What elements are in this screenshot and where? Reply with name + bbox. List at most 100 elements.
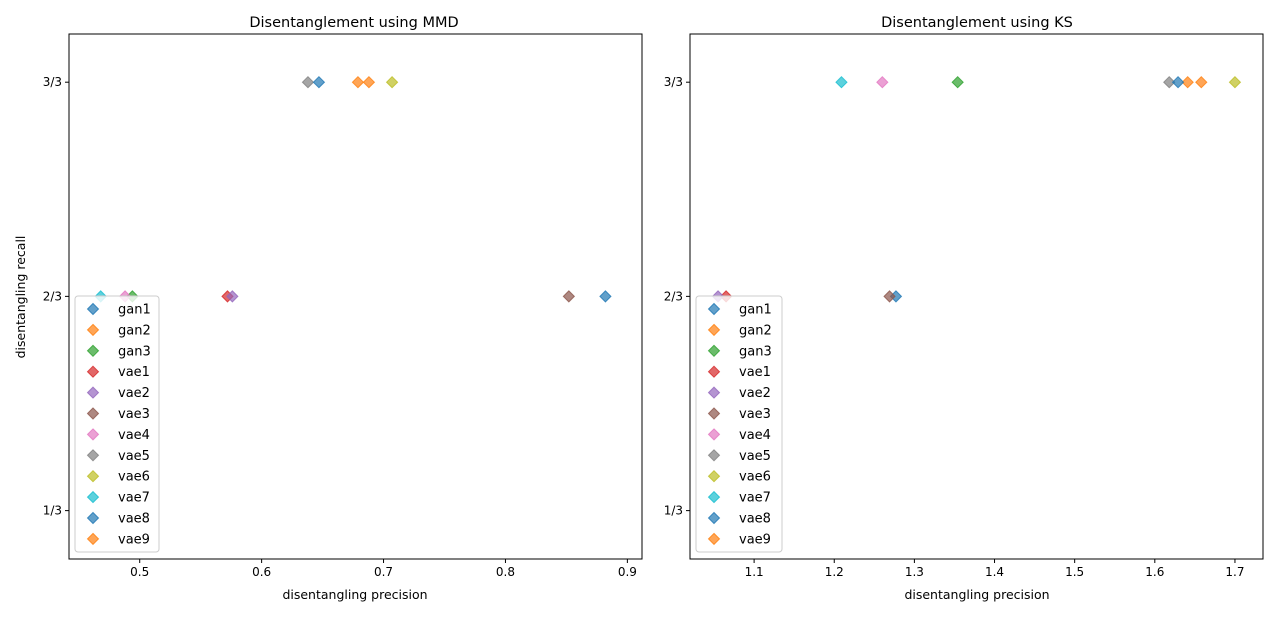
ks-legend-marker-vae4 <box>707 428 721 441</box>
mmd-point-gan1 <box>599 290 612 303</box>
mmd-point-gan2 <box>351 75 365 89</box>
ks-point-vae3 <box>883 290 896 303</box>
ks-legend-marker-vae5 <box>707 449 721 462</box>
mmd-y-tick-label: 2/3 <box>43 289 62 303</box>
mmd-x-tick-label: 0.8 <box>496 565 515 579</box>
mmd-legend-label-gan2: gan2 <box>118 323 151 338</box>
ks-point-vae7 <box>835 75 848 89</box>
mmd-x-tick-label: 0.9 <box>618 565 637 579</box>
mmd-legend-marker-gan1 <box>86 302 100 316</box>
mmd-legend-label-vae1: vae1 <box>118 365 150 380</box>
mmd-legend-label-vae8: vae8 <box>118 512 150 527</box>
ks-legend-label-vae9: vae9 <box>739 532 771 547</box>
mmd-legend-label-vae6: vae6 <box>118 470 150 485</box>
ks-legend-marker-vae7 <box>707 490 721 504</box>
mmd-legend-box <box>74 295 160 553</box>
ks-x-tick-label: 1.7 <box>1225 565 1244 579</box>
ks-x-tick-label: 1.5 <box>1065 565 1084 579</box>
ks-x-axis-label: disentangling precision <box>904 587 1049 602</box>
ks-legend-label-gan2: gan2 <box>739 323 772 338</box>
mmd-legend-marker-vae6 <box>86 469 100 483</box>
ks-legend-marker-vae9 <box>707 532 721 546</box>
ks-x-tick-label: 1.3 <box>905 565 924 579</box>
ks-points <box>711 75 1242 303</box>
ks-legend-marker-vae8 <box>707 511 721 525</box>
ks-legend-label-vae6: vae6 <box>739 470 771 485</box>
mmd-legend-label-vae4: vae4 <box>118 428 150 443</box>
ks-legend-label-vae4: vae4 <box>739 428 771 443</box>
mmd-point-vae2 <box>226 290 239 303</box>
ks-x-tick-label: 1.4 <box>985 565 1004 579</box>
mmd-legend-label-vae3: vae3 <box>118 407 150 422</box>
mmd-y-tick-label: 1/3 <box>43 504 62 518</box>
mmd-legend-marker-vae4 <box>86 428 100 441</box>
mmd-legend-marker-gan3 <box>86 344 100 358</box>
mmd-point-vae9 <box>362 75 376 89</box>
ks-legend-marker-gan1 <box>707 302 721 316</box>
ks-y-tick-label: 2/3 <box>664 289 683 303</box>
ks-y-ticks: 1/3 2/3 3/3 <box>664 75 690 518</box>
mmd-legend-label-vae9: vae9 <box>118 532 150 547</box>
mmd-legend-label-vae5: vae5 <box>118 449 150 464</box>
mmd-x-tick-label: 0.7 <box>374 565 393 579</box>
ks-chart-title: Disentanglement using KS <box>881 15 1073 31</box>
mmd-legend-marker-vae5 <box>86 449 100 462</box>
ks-x-tick-label: 1.2 <box>825 565 844 579</box>
ks-legend-label-vae3: vae3 <box>739 407 771 422</box>
ks-legend-label-gan3: gan3 <box>739 344 772 359</box>
ks-legend-marker-gan3 <box>707 344 721 358</box>
mmd-legend-label-vae7: vae7 <box>118 491 150 506</box>
ks-point-gan2 <box>1181 75 1194 89</box>
mmd-legend-marker-vae2 <box>86 386 100 399</box>
ks-legend-marker-vae3 <box>707 407 721 420</box>
mmd-legend-label-gan1: gan1 <box>118 303 151 318</box>
ks-x-ticks: 1.1 1.2 1.3 1.4 1.5 1.6 1.7 <box>745 559 1244 579</box>
ks-y-tick-label: 3/3 <box>664 75 683 89</box>
ks-point-gan3 <box>951 75 964 89</box>
mmd-legend-marker-gan2 <box>86 323 100 337</box>
mmd-legend-marker-vae8 <box>86 511 100 525</box>
ks-x-tick-label: 1.6 <box>1145 565 1164 579</box>
ks-point-vae5 <box>1163 75 1176 89</box>
ks-chart-panel: Disentanglement using KS 1.1 1.2 1.3 1.4 1.5… <box>664 15 1264 602</box>
mmd-point-vae8 <box>312 75 326 89</box>
ks-point-vae9 <box>1195 75 1208 89</box>
mmd-point-vae5 <box>301 75 315 89</box>
ks-legend-label-gan1: gan1 <box>739 303 772 318</box>
ks-point-vae4 <box>876 75 889 89</box>
ks-legend-label-vae1: vae1 <box>739 365 771 380</box>
mmd-y-ticks: 1/3 2/3 3/3 <box>43 75 69 518</box>
mmd-x-tick-label: 0.5 <box>130 565 149 579</box>
ks-y-tick-label: 1/3 <box>664 504 683 518</box>
mmd-point-vae6 <box>385 75 399 89</box>
ks-legend-marker-gan2 <box>707 323 721 337</box>
mmd-legend-marker-vae9 <box>86 532 100 546</box>
ks-legend-marker-vae6 <box>707 469 721 483</box>
ks-point-vae8 <box>1171 75 1185 89</box>
mmd-x-tick-label: 0.6 <box>252 565 271 579</box>
ks-legend-label-vae5: vae5 <box>739 449 771 464</box>
mmd-legend-marker-vae3 <box>86 407 100 420</box>
mmd-chart-title: Disentanglement using MMD <box>249 15 458 31</box>
ks-legend-box <box>695 295 783 553</box>
ks-legend-label-vae2: vae2 <box>739 386 771 401</box>
mmd-legend: gan1 gan2 gan3 vae1 vae2 vae3 vae4 vae5 vae6 vae7… <box>74 295 160 553</box>
mmd-y-tick-label: 3/3 <box>43 75 62 89</box>
ks-legend-marker-vae1 <box>707 365 721 378</box>
mmd-y-axis-label: disentangling recall <box>13 236 28 359</box>
ks-legend-label-vae8: vae8 <box>739 512 771 527</box>
ks-x-tick-label: 1.1 <box>745 565 764 579</box>
mmd-x-ticks: 0.5 0.6 0.7 0.8 0.9 <box>130 559 637 579</box>
ks-legend-label-vae7: vae7 <box>739 491 771 506</box>
mmd-chart-panel: Disentanglement using MMD 0.5 0.6 0.7 0.8 0.… <box>13 15 643 602</box>
ks-legend-marker-vae2 <box>707 386 721 399</box>
mmd-legend-marker-vae7 <box>86 490 100 504</box>
ks-legend: gan1 gan2 gan3 vae1 vae2 vae3 vae4 vae5 vae6 vae7… <box>695 295 783 553</box>
ks-point-vae6 <box>1228 75 1242 89</box>
mmd-point-vae3 <box>562 290 576 303</box>
mmd-legend-marker-vae1 <box>86 365 100 378</box>
mmd-points <box>94 75 612 303</box>
mmd-x-axis-label: disentangling precision <box>282 587 427 602</box>
